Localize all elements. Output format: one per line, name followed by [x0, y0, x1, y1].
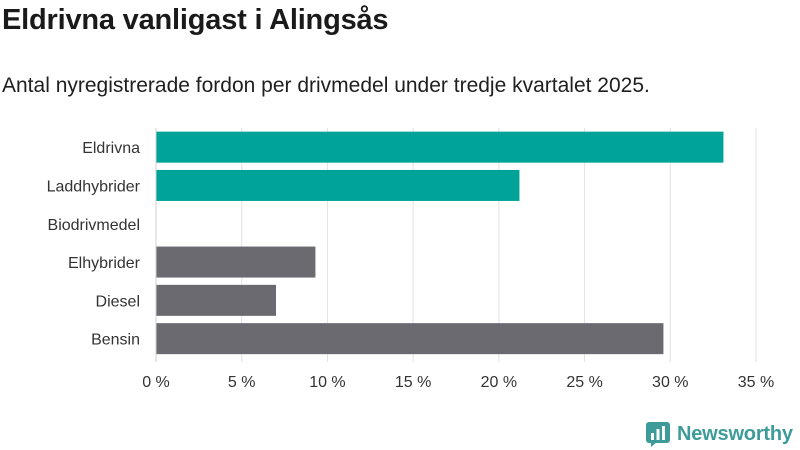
newsworthy-logo: Newsworthy — [645, 420, 795, 448]
newsworthy-logo-icon — [646, 422, 670, 447]
bar — [156, 169, 520, 201]
category-label: Biodrivmedel — [48, 217, 140, 234]
x-tick-label: 10 % — [309, 374, 345, 391]
x-tick-label: 35 % — [738, 374, 774, 391]
x-tick-label: 5 % — [228, 374, 256, 391]
category-label: Bensin — [91, 332, 140, 349]
bar — [156, 323, 664, 355]
category-label: Laddhybrider — [47, 178, 141, 195]
chart-title: Eldrivna vanligast i Alingsås — [2, 4, 389, 36]
category-label: Diesel — [96, 293, 140, 310]
bar — [156, 131, 724, 163]
x-tick-label: 15 % — [395, 374, 431, 391]
category-label: Elhybrider — [68, 255, 141, 272]
x-tick-label: 0 % — [142, 374, 170, 391]
bar — [156, 284, 276, 316]
x-tick-label: 30 % — [652, 374, 688, 391]
chart-subtitle: Antal nyregistrerade fordon per drivmede… — [2, 74, 650, 97]
x-tick-label: 25 % — [566, 374, 602, 391]
x-tick-label: 20 % — [481, 374, 517, 391]
newsworthy-logo-text: Newsworthy — [677, 422, 793, 445]
category-label: Eldrivna — [82, 140, 140, 157]
bar — [156, 246, 316, 278]
